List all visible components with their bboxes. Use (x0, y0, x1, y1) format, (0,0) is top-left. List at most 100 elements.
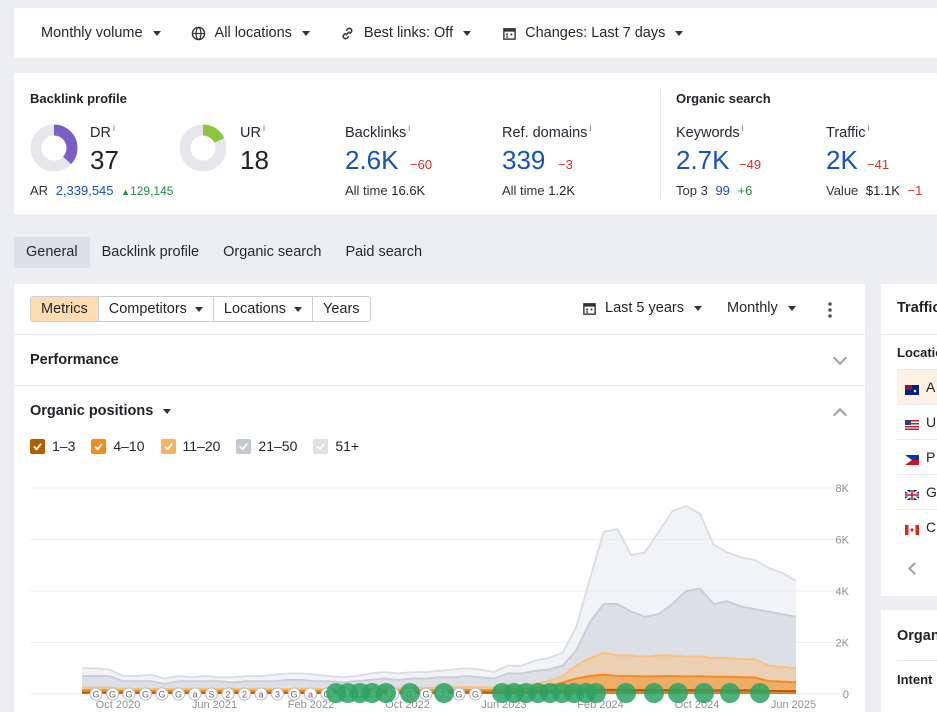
update-marker (271, 687, 284, 701)
view-segmented-control: Metrics Competitors Locations Years (30, 296, 371, 322)
series-line (82, 505, 797, 680)
value-row: Value $1.1K −1 (826, 183, 922, 198)
info-icon[interactable]: i (589, 123, 592, 133)
tab-paid-search[interactable]: Paid search (345, 244, 423, 260)
info-icon[interactable]: i (408, 123, 411, 133)
update-marker (122, 687, 136, 701)
ar-value[interactable]: 2,339,545 (55, 183, 114, 198)
update-marker (188, 687, 202, 701)
best-links-dropdown[interactable]: Best links: Off (340, 25, 472, 41)
competitors-dropdown[interactable]: Competitors (99, 297, 214, 321)
info-icon[interactable]: i (112, 123, 115, 133)
link-icon (340, 25, 356, 41)
location-row[interactable]: C (897, 509, 937, 544)
y-tick-label: 6K (836, 535, 850, 547)
info-icon[interactable]: i (741, 123, 744, 133)
backlinks-value[interactable]: 2.6K (345, 145, 399, 175)
locations-dropdown[interactable]: All locations (191, 25, 310, 41)
more-options-icon[interactable] (826, 301, 834, 322)
x-tick-label: Jun 2021 (192, 699, 237, 711)
location-row[interactable]: G (897, 474, 937, 509)
divider (14, 385, 865, 386)
organic-positions-title: Organic positions (30, 403, 154, 419)
location-name: P (926, 449, 936, 465)
tab-general[interactable]: General (14, 237, 90, 268)
annotation-dot (362, 683, 382, 703)
y-tick-label: 2K (836, 638, 850, 650)
x-tick-label: Oct 2022 (385, 699, 430, 711)
legend-item-51-plus[interactable]: 51+ (313, 438, 359, 454)
legend-item-1-3[interactable]: 1–3 (30, 438, 75, 454)
ref-domains-delta: −3 (558, 157, 573, 172)
divider (660, 89, 661, 199)
traffic-label-text: Traffic (826, 124, 866, 141)
ref-domains-value[interactable]: 339 (502, 145, 546, 175)
annotation-dot (376, 683, 396, 703)
location-row[interactable]: U (897, 404, 937, 439)
update-marker-label: G (472, 690, 479, 700)
metrics-button[interactable]: Metrics (31, 297, 99, 321)
backlink-profile-title: Backlink profile (30, 91, 127, 106)
locations-dropdown-label: All locations (214, 25, 292, 41)
update-marker-label: 2 (225, 690, 230, 700)
location-row[interactable]: A (897, 369, 937, 404)
dr-label: DR i (90, 123, 115, 141)
location-row[interactable]: P (897, 439, 937, 474)
tab-backlink-profile[interactable]: Backlink profile (101, 244, 200, 260)
volume-dropdown[interactable]: Monthly volume (41, 25, 161, 41)
volume-dropdown-label: Monthly volume (41, 25, 143, 41)
tab-organic-search[interactable]: Organic search (223, 244, 322, 260)
annotation-dot (434, 683, 454, 703)
update-marker-label: G (125, 690, 132, 700)
ur-value: 18 (240, 145, 269, 175)
years-label: Years (322, 301, 360, 317)
date-range-dropdown[interactable]: Last 5 years (581, 300, 702, 316)
chevron-down-icon (694, 305, 702, 311)
update-marker (419, 687, 433, 701)
locations-segment-dropdown[interactable]: Locations (214, 297, 313, 321)
info-icon[interactable]: i (262, 123, 265, 133)
chevron-down-icon (463, 30, 472, 36)
divider (897, 660, 937, 661)
traffic-panel-title: Traffic (897, 300, 937, 316)
chevron-left-icon[interactable] (908, 562, 921, 575)
legend-item-4-10[interactable]: 4–10 (91, 438, 145, 454)
usa-flag-icon (905, 417, 919, 430)
chevron-down-icon[interactable] (832, 350, 848, 366)
info-icon[interactable]: i (867, 123, 870, 133)
changes-dropdown[interactable]: Changes: Last 7 days (501, 25, 684, 41)
legend-item-21-50[interactable]: 21–50 (236, 438, 297, 454)
dr-value: 37 (90, 145, 119, 175)
top3-delta: +6 (737, 183, 753, 198)
update-marker (254, 687, 268, 701)
alltime-label: All time (502, 183, 545, 198)
legend-label: 11–20 (182, 438, 221, 454)
checkbox-checked-icon (313, 438, 329, 454)
backlinks-label: Backlinks i (345, 123, 410, 141)
performance-section-header[interactable]: Performance (30, 352, 119, 368)
alltime-label: All time (345, 183, 388, 198)
annotation-dot (644, 683, 664, 703)
alltime-value: 16.6K (391, 183, 426, 198)
locations-segment-label: Locations (223, 301, 286, 317)
date-range-label: Last 5 years (605, 300, 684, 316)
top3-value[interactable]: 99 (715, 183, 730, 198)
update-marker (155, 687, 169, 701)
legend-item-11-20[interactable]: 11–20 (160, 438, 221, 454)
traffic-delta: −41 (867, 157, 890, 172)
legend-label: 4–10 (113, 438, 145, 454)
update-marker-label: 3 (275, 690, 280, 700)
filter-bar: Monthly volume All locations Best links:… (14, 8, 937, 58)
chevron-up-icon[interactable] (832, 407, 848, 423)
years-button[interactable]: Years (313, 297, 370, 321)
x-tick-label: Oct 2020 (96, 699, 141, 711)
keywords-value[interactable]: 2.7K (676, 145, 730, 175)
chevron-down-icon (787, 305, 796, 311)
update-marker (304, 687, 317, 701)
organic-positions-chart[interactable]: 8K 6K 4K 2K 0 Oct 2020 Jun 2021 Feb 2022 Oct 202… (14, 474, 865, 712)
traffic-side-panel: Traffic Locations A U P G C (881, 284, 937, 596)
series-line (82, 587, 797, 685)
organic-positions-dropdown[interactable]: Organic positions (30, 403, 172, 419)
traffic-value[interactable]: 2K (826, 145, 858, 175)
interval-dropdown[interactable]: Monthly (727, 300, 796, 316)
